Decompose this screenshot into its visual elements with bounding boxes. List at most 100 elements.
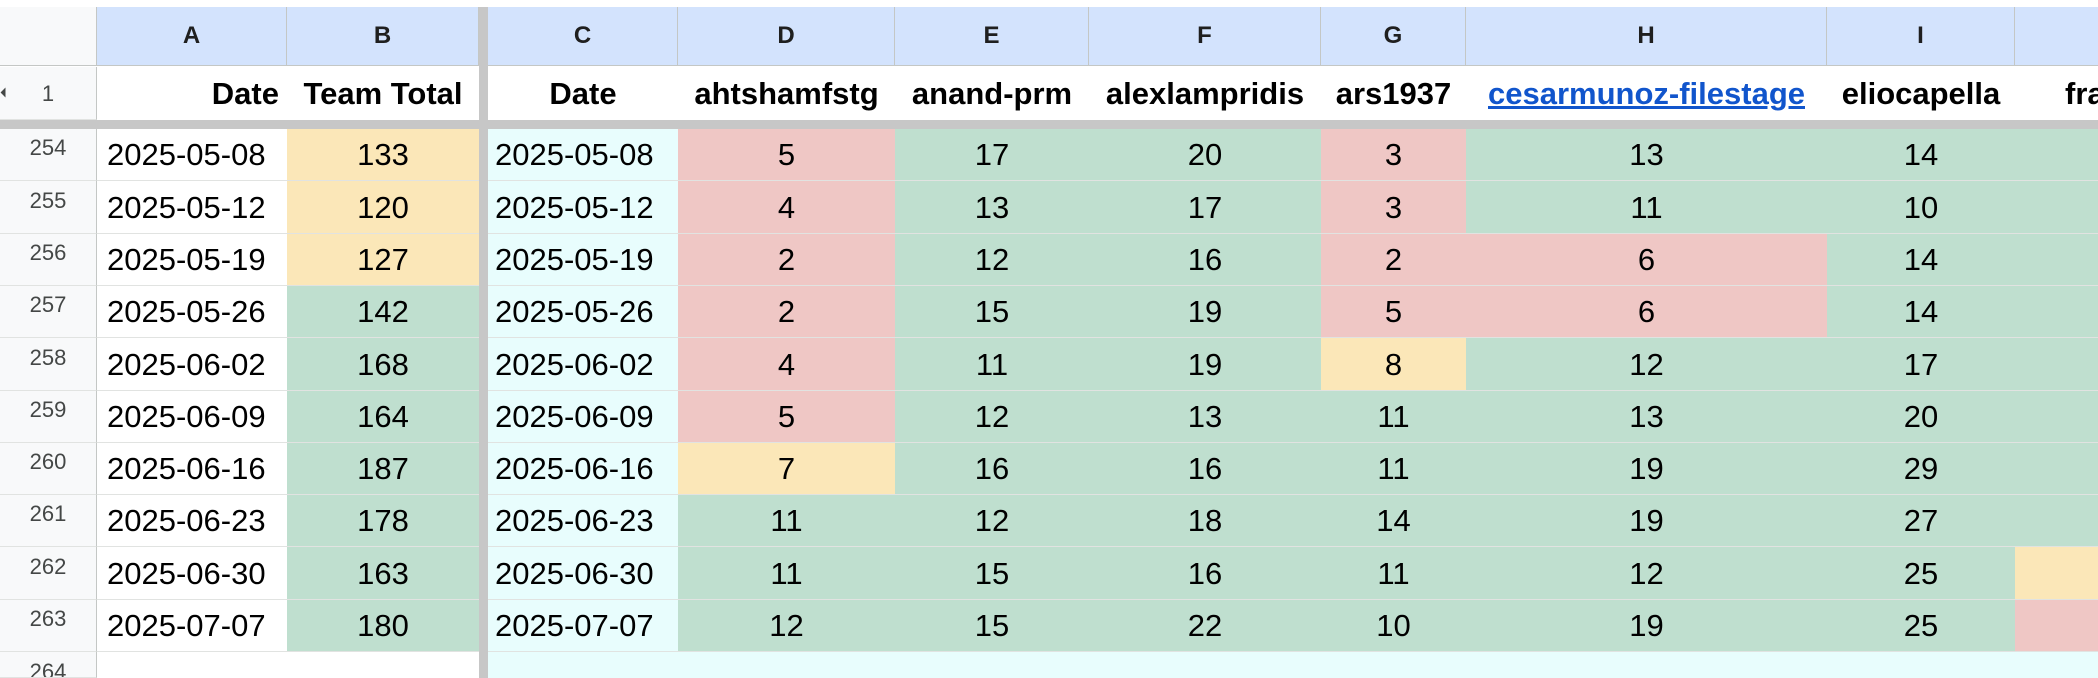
cell-e[interactable]: 15: [895, 547, 1089, 600]
cell-d[interactable]: 4: [678, 181, 895, 234]
cell-j[interactable]: [2015, 495, 2098, 547]
header-link-cesarmunoz[interactable]: cesarmunoz-filestage: [1488, 76, 1805, 111]
cell-h[interactable]: 6: [1466, 234, 1827, 286]
cell-b[interactable]: 180: [287, 600, 479, 652]
cell-a[interactable]: 2025-06-09: [97, 391, 287, 443]
cell-b[interactable]: 127: [287, 234, 479, 286]
cell-d[interactable]: 11: [678, 547, 895, 600]
cell-g[interactable]: 11: [1321, 443, 1466, 495]
cell-a[interactable]: 2025-06-30: [97, 547, 287, 600]
cell-d[interactable]: 5: [678, 129, 895, 181]
cell-d[interactable]: 4: [678, 338, 895, 391]
cell-a[interactable]: 2025-05-19: [97, 234, 287, 286]
column-header-e[interactable]: E: [895, 7, 1089, 65]
cell-b[interactable]: 120: [287, 181, 479, 234]
cell-g[interactable]: 14: [1321, 495, 1466, 547]
header-cell-g[interactable]: ars1937: [1321, 67, 1466, 120]
column-header-f[interactable]: F: [1089, 7, 1321, 65]
cell-a[interactable]: 2025-07-07: [97, 600, 287, 652]
cell-i[interactable]: 27: [1827, 495, 2015, 547]
cell-i[interactable]: 14: [1827, 234, 2015, 286]
cell-b[interactable]: 187: [287, 443, 479, 495]
cell-f[interactable]: 19: [1089, 338, 1321, 391]
cell-c[interactable]: 2025-06-23: [488, 495, 678, 547]
header-cell-c[interactable]: Date: [488, 67, 678, 120]
cell-e[interactable]: 15: [895, 286, 1089, 338]
row-number[interactable]: 254: [0, 129, 97, 181]
select-all-corner[interactable]: [0, 7, 97, 66]
cell-a[interactable]: 2025-05-12: [97, 181, 287, 234]
column-header-c[interactable]: C: [488, 7, 678, 65]
cell-b[interactable]: 178: [287, 495, 479, 547]
cell-g[interactable]: 3: [1321, 129, 1466, 181]
row-number-264[interactable]: 264: [0, 652, 97, 678]
cell-f[interactable]: 17: [1089, 181, 1321, 234]
header-cell-h[interactable]: cesarmunoz-filestage: [1466, 67, 1827, 120]
header-cell-i[interactable]: eliocapella: [1827, 67, 2015, 120]
empty-row-264[interactable]: [488, 652, 2098, 678]
cell-j[interactable]: [2015, 600, 2098, 652]
row-number[interactable]: 259: [0, 391, 97, 443]
cell-e[interactable]: 12: [895, 234, 1089, 286]
column-header-j[interactable]: [2015, 7, 2098, 65]
cell-h[interactable]: 19: [1466, 495, 1827, 547]
row-number-1[interactable]: 1: [0, 67, 97, 120]
header-cell-j[interactable]: fra: [2015, 67, 2098, 120]
cell-h[interactable]: 19: [1466, 600, 1827, 652]
cell-a[interactable]: 2025-06-02: [97, 338, 287, 391]
cell-g[interactable]: 8: [1321, 338, 1466, 391]
cell-a[interactable]: 2025-06-23: [97, 495, 287, 547]
cell-i[interactable]: 20: [1827, 391, 2015, 443]
row-number[interactable]: 262: [0, 547, 97, 600]
cell-d[interactable]: 5: [678, 391, 895, 443]
cell-g[interactable]: 2: [1321, 234, 1466, 286]
cell-d[interactable]: 2: [678, 234, 895, 286]
cell-e[interactable]: 12: [895, 391, 1089, 443]
cell-c[interactable]: 2025-06-30: [488, 547, 678, 600]
header-cell-f[interactable]: alexlampridis: [1089, 67, 1321, 120]
cell-j[interactable]: [2015, 443, 2098, 495]
cell-i[interactable]: 14: [1827, 129, 2015, 181]
cell-g[interactable]: 11: [1321, 391, 1466, 443]
cell-i[interactable]: 25: [1827, 547, 2015, 600]
row-number[interactable]: 263: [0, 600, 97, 652]
cell-c[interactable]: 2025-06-16: [488, 443, 678, 495]
row-number[interactable]: 255: [0, 181, 97, 234]
cell-b[interactable]: 142: [287, 286, 479, 338]
cell-h[interactable]: 19: [1466, 443, 1827, 495]
cell-j[interactable]: [2015, 547, 2098, 600]
cell-a[interactable]: 2025-06-16: [97, 443, 287, 495]
cell-j[interactable]: [2015, 234, 2098, 286]
cell-c[interactable]: 2025-06-02: [488, 338, 678, 391]
cell-g[interactable]: 10: [1321, 600, 1466, 652]
cell-g[interactable]: 11: [1321, 547, 1466, 600]
header-cell-b[interactable]: Team Total: [287, 67, 479, 120]
column-header-h[interactable]: H: [1466, 7, 1827, 65]
cell-b[interactable]: 164: [287, 391, 479, 443]
cell-b[interactable]: 163: [287, 547, 479, 600]
cell-g[interactable]: 5: [1321, 286, 1466, 338]
cell-a[interactable]: 2025-05-08: [97, 129, 287, 181]
cell-i[interactable]: 25: [1827, 600, 2015, 652]
column-header-d[interactable]: D: [678, 7, 895, 65]
cell-i[interactable]: 29: [1827, 443, 2015, 495]
row-number[interactable]: 260: [0, 443, 97, 495]
cell-j[interactable]: [2015, 338, 2098, 391]
cell-e[interactable]: 12: [895, 495, 1089, 547]
row-group-toggle-icon[interactable]: [0, 87, 11, 98]
cell-h[interactable]: 12: [1466, 338, 1827, 391]
cell-f[interactable]: 19: [1089, 286, 1321, 338]
cell-d[interactable]: 12: [678, 600, 895, 652]
cell-d[interactable]: 11: [678, 495, 895, 547]
cell-e[interactable]: 17: [895, 129, 1089, 181]
frozen-column-divider[interactable]: [479, 7, 488, 678]
cell-g[interactable]: 3: [1321, 181, 1466, 234]
cell-c[interactable]: 2025-05-19: [488, 234, 678, 286]
cell-f[interactable]: 13: [1089, 391, 1321, 443]
column-header-a[interactable]: A: [97, 7, 287, 65]
cell-h[interactable]: 13: [1466, 391, 1827, 443]
column-header-i[interactable]: I: [1827, 7, 2015, 65]
column-header-b[interactable]: B: [287, 7, 479, 65]
cell-c[interactable]: 2025-05-08: [488, 129, 678, 181]
row-number[interactable]: 257: [0, 286, 97, 338]
